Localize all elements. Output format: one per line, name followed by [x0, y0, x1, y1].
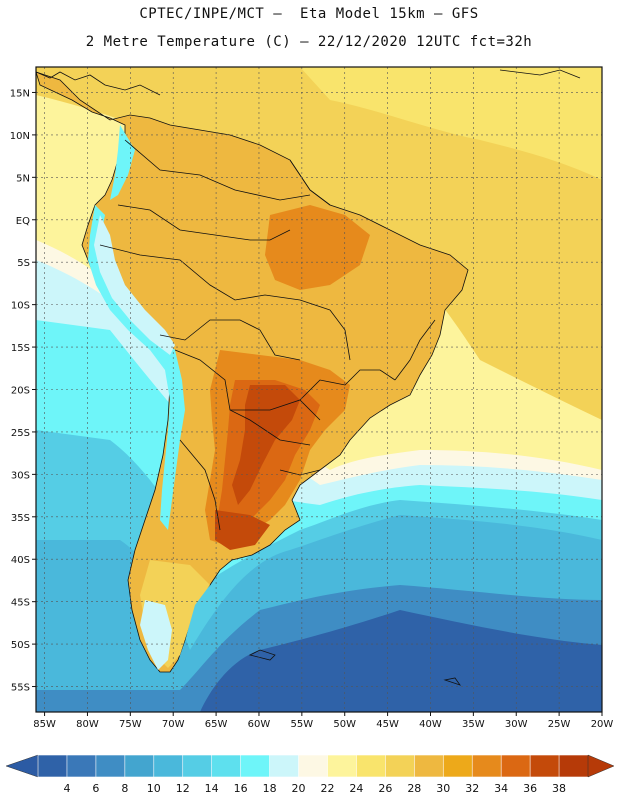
land-hottest-pampas [215, 510, 270, 550]
lat-tick-label: 25S [11, 428, 30, 439]
colorbar-segment [471, 754, 502, 778]
colorbar-label: 8 [121, 782, 128, 795]
land-hottest-zone [232, 385, 300, 505]
colorbar-segment [124, 754, 155, 778]
colorbar-segment [37, 754, 68, 778]
lat-tick-label: 35S [11, 513, 30, 524]
ocean-band-tropic [36, 67, 602, 420]
colorbar-label: 20 [292, 782, 306, 795]
colorbar-label: 34 [494, 782, 508, 795]
colorbar-label: 12 [176, 782, 190, 795]
country-borders [99, 139, 436, 531]
map-title-line2: 2 Metre Temperature (C) – 22/12/2020 12U… [85, 34, 533, 50]
lat-tick-label: 5N [16, 173, 30, 184]
lon-tick-label: 60W [248, 719, 271, 730]
lat-tick-label: 10S [11, 301, 30, 312]
lon-tick-label: 45W [376, 719, 399, 730]
andes-north-strip [110, 125, 135, 200]
latitude-tick-labels: 15N 10N 5N EQ 5S 10S 15S 20S 25S 30S 35S 40S 45S 50S 5… [10, 88, 36, 694]
lat-tick-label: 10N [10, 131, 30, 142]
colorbar-label: 18 [263, 782, 277, 795]
lon-tick-label: 20W [591, 719, 614, 730]
colorbar-label: 32 [465, 782, 479, 795]
colorbar-segment [66, 754, 97, 778]
gridlines [36, 67, 602, 712]
colorbar-segment [95, 754, 126, 778]
colorbar-label: 28 [407, 782, 421, 795]
colorbar-segment [442, 754, 474, 778]
colorbar-segment [327, 754, 358, 778]
colorbar-label: 26 [378, 782, 392, 795]
lat-tick-label: EQ [16, 216, 30, 227]
lon-tick-label: 80W [76, 719, 99, 730]
lat-tick-label: 15N [10, 88, 30, 99]
colorbar-label: 16 [234, 782, 248, 795]
lat-tick-label: 40S [11, 555, 30, 566]
lon-tick-label: 85W [33, 719, 56, 730]
lon-tick-label: 30W [505, 719, 528, 730]
lat-tick-label: 15S [11, 343, 30, 354]
colorbar-segment [356, 754, 387, 778]
colorbar-label: 36 [523, 782, 537, 795]
colorbar-label: 6 [92, 782, 99, 795]
lat-tick-label: 5S [17, 258, 30, 269]
map-title-line1: CPTEC/INPE/MCT – Eta Model 15km – GFS [139, 6, 479, 22]
colorbar-segment [529, 754, 560, 778]
map-plot-area [36, 67, 602, 712]
colorbar-segment [182, 754, 213, 778]
coast-cool-brazil [370, 400, 410, 435]
colorbar-label: 38 [552, 782, 566, 795]
lon-tick-label: 40W [419, 719, 442, 730]
colorbar-label: 4 [63, 782, 70, 795]
lon-tick-label: 65W [205, 719, 228, 730]
colorbar-label: 14 [205, 782, 219, 795]
lon-tick-label: 50W [333, 719, 356, 730]
lat-tick-label: 30S [11, 470, 30, 481]
land-hot-zone-north [265, 205, 370, 290]
colorbar-left-arrow [5, 754, 39, 778]
colorbar-label: 10 [147, 782, 161, 795]
colorbar-label: 30 [436, 782, 450, 795]
lon-tick-label: 70W [162, 719, 185, 730]
caribbean-coast [36, 69, 581, 686]
colorbar-right-arrow [587, 754, 615, 778]
andes-pale-strip [94, 215, 175, 355]
colorbar-segment [385, 754, 416, 778]
lon-tick-label: 75W [119, 719, 142, 730]
longitude-tick-labels: 85W 80W 75W 70W 65W 60W 55W 50W 45W 40W 35W 30W 25W 2… [33, 712, 613, 730]
ocean-band-northtropic [300, 67, 602, 180]
lat-tick-label: 55S [11, 683, 30, 694]
lon-tick-label: 35W [462, 719, 485, 730]
colorbar-segment [298, 754, 329, 778]
colorbar-label: 24 [349, 782, 363, 795]
colorbar-segment [211, 754, 242, 778]
lat-tick-label: 45S [11, 598, 30, 609]
colorbar-segment [153, 754, 184, 778]
colorbar-label: 22 [320, 782, 334, 795]
patagonia-pale [140, 600, 172, 670]
lon-tick-label: 55W [291, 719, 314, 730]
lon-tick-label: 25W [548, 719, 571, 730]
colorbar-segment [500, 754, 531, 778]
colorbar-segment [558, 754, 589, 778]
colorbar-segment [269, 754, 300, 778]
colorbar-segment [414, 754, 445, 778]
colorbar: 4 6 8 10 12 14 16 18 20 22 24 26 28 30 32 34 36 38 [5, 754, 615, 795]
lat-tick-label: 50S [11, 640, 30, 651]
colorbar-segment [240, 754, 271, 778]
lat-tick-label: 20S [11, 386, 30, 397]
